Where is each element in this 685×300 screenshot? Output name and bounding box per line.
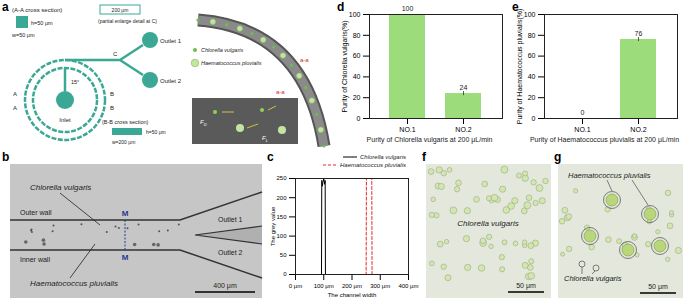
svg-text:g: g (554, 150, 561, 164)
svg-text:Outer wall: Outer wall (20, 209, 52, 216)
svg-text:e: e (512, 0, 519, 14)
svg-text:250: 250 (276, 175, 287, 181)
svg-text:100: 100 (402, 5, 414, 12)
svg-text:Chlorella vulgaris: Chlorella vulgaris (201, 47, 243, 53)
svg-text:400 μm: 400 μm (213, 282, 237, 290)
svg-text:(B-B cross section): (B-B cross section) (102, 119, 149, 125)
svg-text:w=200 μm: w=200 μm (112, 139, 135, 145)
svg-text:NO.1: NO.1 (574, 126, 590, 133)
svg-text:NO.2: NO.2 (455, 126, 471, 133)
html-text:Chlorella vulgaris: Chlorella vulgaris (360, 154, 406, 160)
svg-text:Haematococcus pluvialis: Haematococcus pluvialis (30, 279, 118, 288)
svg-text:a-a: a-a (276, 89, 285, 95)
svg-text:w=50 μm: w=50 μm (11, 32, 35, 38)
svg-text:Inlet: Inlet (59, 117, 71, 123)
svg-text:300 μm: 300 μm (370, 283, 390, 289)
svg-text:C: C (113, 51, 118, 57)
svg-text:200 μm: 200 μm (342, 283, 362, 289)
svg-text:FD: FD (200, 119, 207, 127)
svg-text:80: 80 (353, 32, 361, 39)
svg-text:M: M (122, 209, 129, 218)
svg-text:NO.1: NO.1 (399, 126, 415, 133)
svg-text:200: 200 (276, 195, 287, 201)
svg-text:Outlet 1: Outlet 1 (218, 216, 243, 223)
svg-text:A: A (13, 91, 17, 97)
svg-text:FL: FL (262, 135, 268, 143)
svg-text:40: 40 (353, 73, 361, 80)
svg-text:d: d (337, 0, 344, 14)
svg-text:50 μm: 50 μm (648, 283, 668, 291)
svg-text:Outlet 2: Outlet 2 (218, 249, 243, 256)
svg-text:400 μm: 400 μm (398, 283, 418, 289)
svg-text:M: M (122, 253, 129, 262)
svg-text:24: 24 (460, 84, 468, 91)
svg-text:(A-A cross section): (A-A cross section) (12, 7, 62, 13)
svg-text:Purity of Haematococcus pluvia: Purity of Haematococcus pluvialis(%) (516, 9, 524, 125)
svg-text:20: 20 (528, 94, 536, 101)
svg-text:Haematococcus pluvialis: Haematococcus pluvialis (568, 171, 651, 180)
svg-text:80: 80 (528, 32, 536, 39)
svg-text:0: 0 (283, 271, 287, 277)
svg-text:40: 40 (528, 73, 536, 80)
svg-text:a-a: a-a (300, 57, 309, 63)
svg-text:Chlorella vulgaris: Chlorella vulgaris (564, 274, 622, 283)
svg-text:h=50 μm: h=50 μm (31, 20, 53, 26)
html-text:Purity of Haematococcus pluvia: Purity of Haematococcus pluvialis at 200… (529, 136, 680, 143)
svg-text:100 μm: 100 μm (314, 283, 334, 289)
svg-text:A: A (13, 105, 17, 111)
svg-text:200 μm: 200 μm (112, 7, 129, 13)
svg-text:100: 100 (524, 11, 536, 18)
svg-text:Chlorella vulgaris: Chlorella vulgaris (457, 219, 518, 228)
svg-text:0: 0 (532, 115, 536, 122)
svg-text:Outlet 1: Outlet 1 (160, 38, 182, 44)
svg-text:The channel width: The channel width (328, 292, 377, 298)
svg-text:Outlet 2: Outlet 2 (160, 78, 182, 84)
svg-text:60: 60 (528, 52, 536, 59)
svg-text:NO.2: NO.2 (630, 126, 646, 133)
svg-text:Chlorella vulgaris: Chlorella vulgaris (30, 183, 91, 192)
svg-text:h=50 μm: h=50 μm (146, 129, 166, 135)
html-text:Haematococcus pluvialis: Haematococcus pluvialis (340, 162, 406, 168)
svg-text:Inner wall: Inner wall (20, 256, 50, 263)
svg-text:B: B (110, 105, 114, 111)
svg-text:100: 100 (349, 11, 361, 18)
svg-text:150: 150 (276, 214, 287, 220)
svg-text:50 μm: 50 μm (516, 282, 536, 290)
svg-text:60: 60 (353, 52, 361, 59)
svg-text:76: 76 (635, 30, 643, 37)
svg-text:50: 50 (280, 252, 287, 258)
svg-text:100: 100 (276, 233, 287, 239)
svg-text:The grey value: The grey value (270, 206, 276, 246)
svg-text:0: 0 (581, 109, 585, 116)
svg-text:0 μm: 0 μm (289, 283, 302, 289)
svg-text:c: c (267, 150, 274, 164)
svg-text:f: f (422, 150, 427, 164)
svg-text:0: 0 (357, 115, 361, 122)
svg-text:15°: 15° (71, 79, 79, 85)
html-text:Purity of Chlorella vulgaris a: Purity of Chlorella vulgaris at 200 μL/m… (366, 136, 493, 143)
svg-text:(partial enlarge detail at C): (partial enlarge detail at C) (98, 18, 157, 24)
svg-text:Haematococcus pluvialis: Haematococcus pluvialis (201, 60, 262, 66)
svg-text:B: B (110, 91, 114, 97)
svg-text:20: 20 (353, 94, 361, 101)
svg-text:a: a (2, 0, 9, 14)
svg-text:b: b (2, 150, 9, 164)
svg-text:Purity of Chlorella vulgaris(%: Purity of Chlorella vulgaris(%) (341, 20, 349, 112)
